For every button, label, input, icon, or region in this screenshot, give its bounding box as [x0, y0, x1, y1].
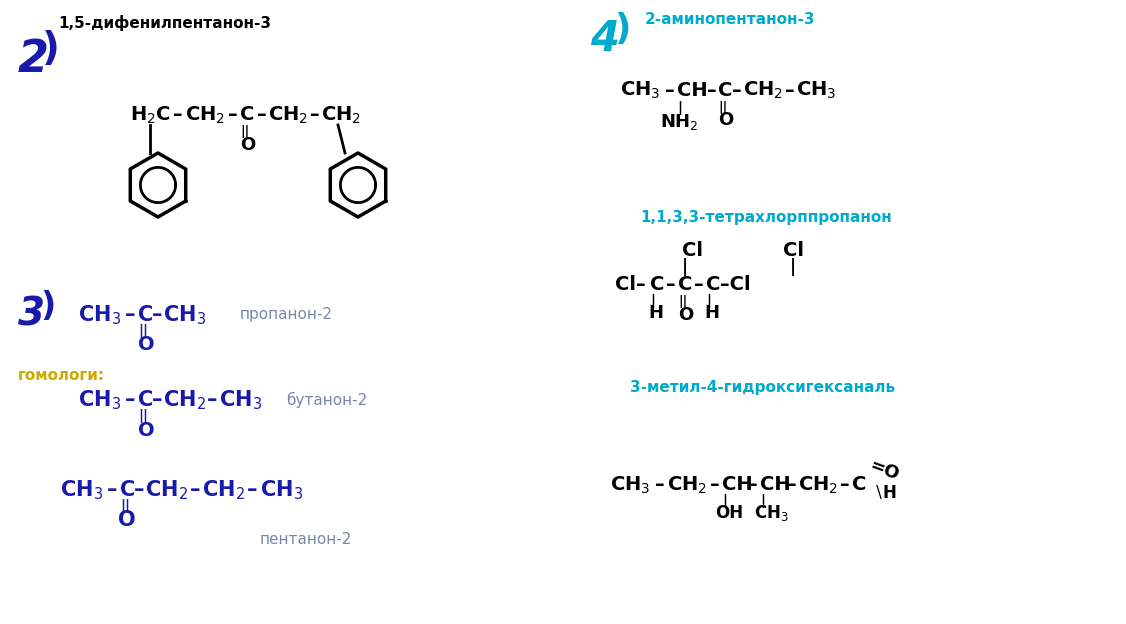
Text: |: |: [682, 258, 688, 276]
Text: C: C: [650, 276, 664, 295]
Text: ): ): [614, 12, 631, 46]
Text: CH: CH: [722, 475, 752, 494]
Text: –: –: [310, 105, 320, 125]
Text: 2: 2: [18, 38, 50, 81]
Text: C: C: [706, 276, 721, 295]
Text: –: –: [207, 390, 217, 410]
Text: H: H: [647, 304, 663, 322]
Text: C: C: [138, 390, 153, 410]
Text: CH$_3$: CH$_3$: [60, 478, 102, 502]
Text: ||: ||: [120, 499, 129, 513]
Text: H$_2$C: H$_2$C: [129, 104, 171, 125]
Text: –: –: [134, 480, 144, 500]
Text: CH$_2$: CH$_2$: [268, 104, 309, 125]
Text: CH$_3$: CH$_3$: [610, 474, 651, 495]
Text: –: –: [732, 80, 742, 99]
Text: ||: ||: [138, 324, 148, 338]
Text: H: H: [704, 304, 720, 322]
Text: |: |: [706, 294, 711, 308]
Text: CH$_3$: CH$_3$: [754, 503, 789, 523]
Text: –: –: [190, 480, 200, 500]
Text: C: C: [718, 80, 732, 99]
Text: CH$_3$: CH$_3$: [260, 478, 303, 502]
Text: ||: ||: [678, 295, 687, 308]
Text: CH$_3$: CH$_3$: [78, 303, 120, 327]
Text: CH$_2$: CH$_2$: [185, 104, 225, 125]
Text: ): ): [42, 30, 60, 68]
Text: –: –: [247, 480, 258, 500]
Text: 2-аминопентанон-3: 2-аминопентанон-3: [645, 12, 815, 27]
Text: CH$_3$: CH$_3$: [796, 79, 837, 100]
Text: CH$_3$: CH$_3$: [163, 303, 206, 327]
Text: –: –: [152, 305, 162, 325]
Text: ): ): [41, 290, 55, 323]
Text: C: C: [138, 305, 153, 325]
Text: 3-метил-4-гидроксигексаналь: 3-метил-4-гидроксигексаналь: [631, 380, 895, 395]
Text: |: |: [677, 101, 682, 115]
Text: 1,5-дифенилпентанон-3: 1,5-дифенилпентанон-3: [59, 15, 271, 31]
Text: =O: =O: [867, 456, 902, 484]
Text: –: –: [748, 475, 758, 494]
Text: ||: ||: [718, 100, 727, 114]
Text: O: O: [718, 111, 733, 129]
Text: –: –: [665, 80, 674, 99]
Text: Cl: Cl: [783, 240, 804, 260]
Text: CH$_2$: CH$_2$: [743, 79, 783, 100]
Text: O: O: [138, 336, 154, 354]
Text: CH$_2$: CH$_2$: [145, 478, 188, 502]
Text: –: –: [707, 80, 716, 99]
Text: CH$_2$: CH$_2$: [202, 478, 244, 502]
Text: –: –: [840, 475, 850, 494]
Text: –Cl: –Cl: [720, 276, 751, 295]
Text: пентанон-2: пентанон-2: [260, 532, 352, 547]
Text: 3: 3: [18, 295, 45, 333]
Text: O: O: [678, 306, 694, 324]
Text: –: –: [655, 475, 664, 494]
Text: гомологи:: гомологи:: [18, 368, 105, 383]
Text: CH$_2$: CH$_2$: [321, 104, 361, 125]
Text: –: –: [125, 305, 135, 325]
Text: ||: ||: [240, 125, 249, 139]
Text: –: –: [152, 390, 162, 410]
Text: OH: OH: [715, 504, 743, 522]
Text: $\setminus$H: $\setminus$H: [872, 484, 897, 502]
Text: –: –: [227, 105, 238, 125]
Text: –: –: [173, 105, 182, 125]
Text: O: O: [118, 510, 135, 530]
Text: –: –: [665, 276, 676, 295]
Text: Cl: Cl: [682, 240, 703, 260]
Text: CH: CH: [677, 80, 707, 99]
Text: –: –: [711, 475, 720, 494]
Text: –: –: [257, 105, 267, 125]
Text: C: C: [240, 105, 254, 125]
Text: |: |: [650, 294, 655, 308]
Text: –: –: [125, 390, 135, 410]
Text: CH: CH: [760, 475, 790, 494]
Text: C: C: [852, 475, 866, 494]
Text: |: |: [760, 494, 765, 508]
Text: |: |: [790, 258, 796, 276]
Text: C: C: [120, 480, 135, 500]
Text: –: –: [785, 80, 795, 99]
Text: 4: 4: [590, 18, 619, 60]
Text: ||: ||: [138, 409, 148, 423]
Text: NH$_2$: NH$_2$: [660, 112, 698, 132]
Text: бутанон-2: бутанон-2: [286, 392, 367, 408]
Text: Cl–: Cl–: [615, 276, 645, 295]
Text: 1,1,3,3-тетрахлорппропанон: 1,1,3,3-тетрахлорппропанон: [640, 210, 892, 225]
Text: |: |: [722, 494, 727, 508]
Text: –: –: [694, 276, 704, 295]
Text: CH$_2$: CH$_2$: [667, 474, 707, 495]
Text: пропанон-2: пропанон-2: [240, 308, 333, 323]
Text: CH$_3$: CH$_3$: [78, 388, 120, 412]
Text: C: C: [678, 276, 692, 295]
Text: CH$_3$: CH$_3$: [218, 388, 262, 412]
Text: –: –: [107, 480, 117, 500]
Text: O: O: [138, 421, 154, 439]
Text: CH$_2$: CH$_2$: [798, 474, 838, 495]
Text: CH$_3$: CH$_3$: [620, 79, 660, 100]
Text: O: O: [240, 136, 256, 154]
Text: –: –: [787, 475, 796, 494]
Text: CH$_2$: CH$_2$: [163, 388, 206, 412]
